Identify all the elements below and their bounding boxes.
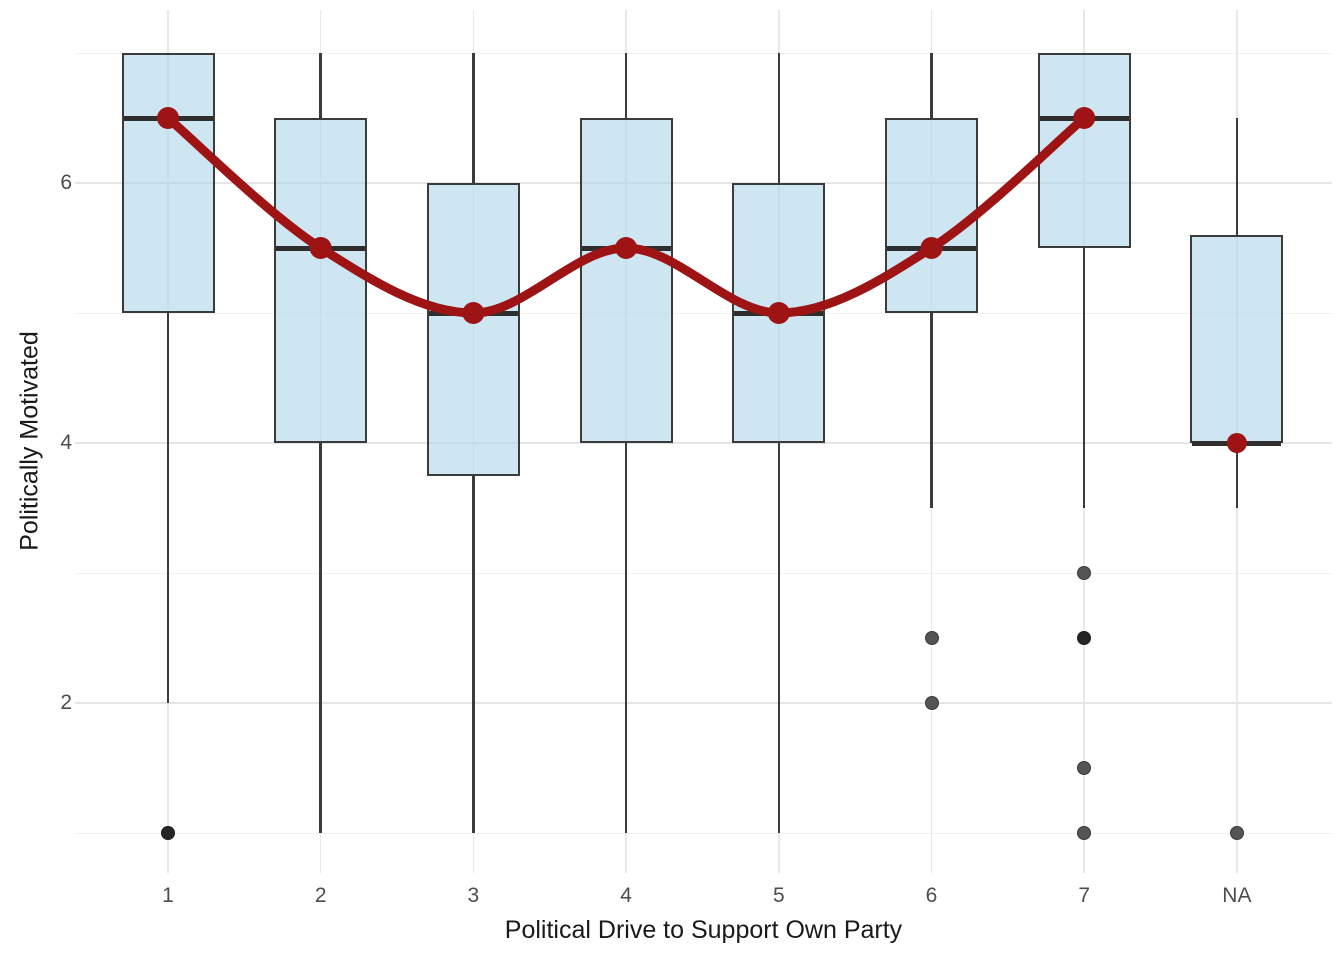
gridline-y-major: [75, 182, 1332, 184]
trend-median-point: [767, 302, 790, 324]
x-tick-label: 6: [925, 884, 938, 907]
upper-whisker: [472, 53, 475, 183]
lower-whisker: [930, 313, 933, 508]
x-tick-label: NA: [1222, 884, 1252, 907]
lower-whisker: [319, 443, 322, 833]
outlier-point: [1077, 566, 1092, 580]
isolated-median-point: [1226, 433, 1247, 453]
gridline-y-minor: [75, 312, 1332, 314]
upper-whisker: [930, 53, 933, 118]
outlier-point: [924, 631, 939, 645]
x-tick-label: 7: [1078, 884, 1091, 907]
lower-whisker: [472, 475, 475, 833]
trend-curve-svg: [157, 107, 1247, 453]
lower-whisker: [777, 443, 781, 833]
gridline-y-major: [75, 702, 1332, 704]
gridline-y-major: [75, 442, 1332, 444]
boxplot-box-4: [579, 118, 673, 443]
x-axis-title: Political Drive to Support Own Party: [504, 916, 903, 944]
outlier-point: [1077, 631, 1092, 645]
lower-whisker: [166, 313, 170, 703]
lower-whisker: [624, 443, 628, 833]
x-tick-label: 2: [314, 884, 327, 907]
y-tick-label: 6: [60, 171, 72, 194]
upper-whisker: [319, 53, 322, 118]
trend-median-point: [920, 237, 943, 259]
boxplot-box-3: [426, 183, 520, 476]
y-tick-label: 4: [60, 431, 72, 454]
trend-curve: [163, 113, 1089, 318]
x-tick-label: 4: [620, 884, 632, 907]
boxplot-box-NA: [1190, 235, 1284, 443]
upper-whisker: [777, 53, 781, 183]
upper-whisker: [624, 53, 628, 118]
x-tick-label: 5: [772, 884, 785, 907]
outlier-point: [1229, 826, 1244, 840]
boxplot-box-2: [274, 118, 368, 443]
boxplot-box-6: [885, 118, 978, 313]
upper-whisker: [1235, 118, 1239, 235]
outlier-point: [1077, 761, 1092, 775]
trend-median-point: [1073, 107, 1096, 129]
trend-median-point: [615, 237, 638, 259]
lower-whisker: [1235, 443, 1239, 508]
outlier-point: [161, 826, 175, 840]
lower-whisker: [1082, 248, 1086, 508]
trend-median-point: [462, 302, 485, 324]
trend-median-point: [309, 237, 332, 259]
x-tick-label: 3: [467, 884, 480, 907]
gridline-y-minor: [75, 572, 1332, 574]
plot-panel: [75, 10, 1332, 873]
gridline-y-minor: [75, 832, 1332, 834]
boxplot-box-1: [121, 53, 215, 313]
y-tick-label: 2: [60, 691, 72, 714]
outlier-point: [1077, 826, 1092, 840]
gridline-y-minor: [75, 52, 1332, 54]
x-tick-label: 1: [162, 884, 174, 907]
outlier-point: [924, 696, 939, 710]
trend-median-point: [157, 107, 179, 129]
